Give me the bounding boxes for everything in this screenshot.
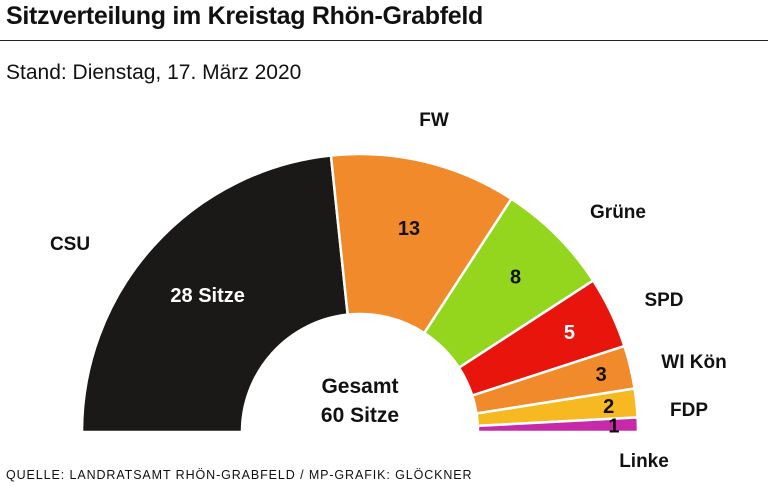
party-label-wi-koen: WI Kön: [661, 352, 726, 373]
title-divider: [0, 40, 768, 41]
value-label-spd: 5: [564, 322, 575, 344]
value-label-csu: 28 Sitze: [170, 285, 244, 307]
party-labels: CSU FW Grüne SPD WI Kön FDP Linke: [50, 110, 727, 472]
party-label-csu: CSU: [50, 234, 90, 255]
party-label-linke: Linke: [619, 451, 669, 472]
center-label-total: Gesamt: [321, 375, 398, 398]
party-label-gruene: Grüne: [590, 202, 646, 223]
center-label-seats: 60 Sitze: [321, 404, 399, 427]
chart-subtitle: Stand: Dienstag, 17. März 2020: [6, 61, 302, 84]
party-label-spd: SPD: [644, 290, 683, 311]
seat-value-labels: 28 Sitze 13 8 53 21: [170, 218, 619, 438]
value-label-wi-koen: 3: [596, 364, 607, 386]
value-label-fw: 13: [398, 218, 420, 240]
seat-segments: [80, 152, 640, 434]
value-label-gruene: 8: [510, 266, 521, 288]
segment-linke: [476, 416, 640, 434]
party-label-fw: FW: [419, 110, 449, 131]
source-credit: QUELLE: LANDRATSAMT RHÖN-GRABFELD / MP-G…: [6, 468, 473, 482]
segment-fw: [329, 152, 514, 335]
party-label-fdp: FDP: [670, 400, 708, 421]
value-label-fdp: 2: [603, 396, 614, 418]
value-label-linke: 1: [608, 415, 619, 437]
segment-csu: [80, 154, 350, 434]
chart-title: Sitzverteilung im Kreistag Rhön-Grabfeld: [6, 2, 483, 30]
